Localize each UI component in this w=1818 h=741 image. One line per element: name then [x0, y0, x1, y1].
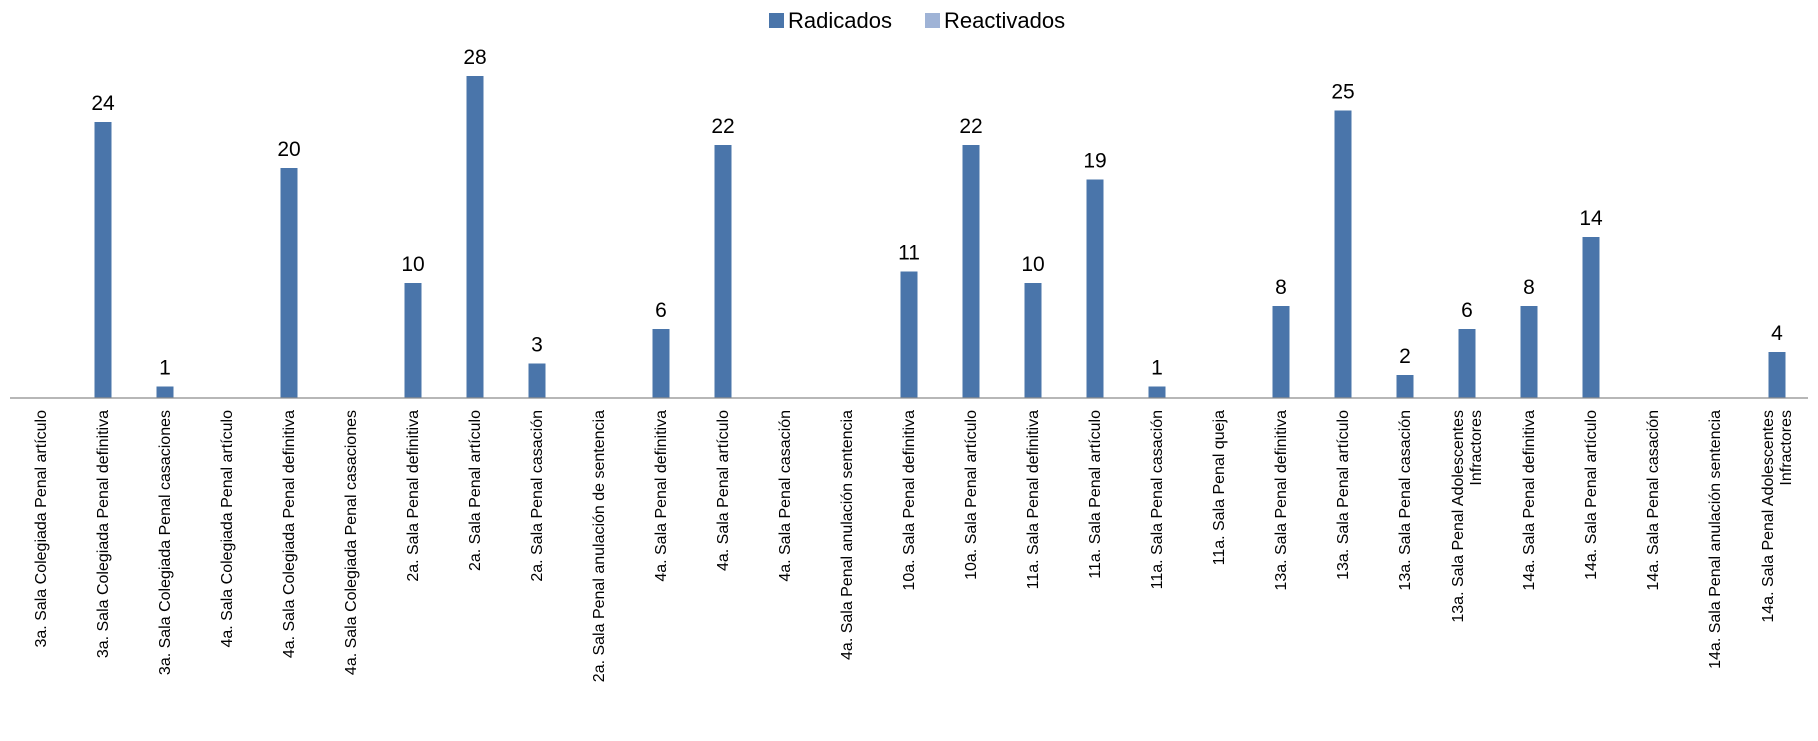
data-label-15: 22 — [959, 115, 982, 138]
x-tick-label-16: 11a. Sala Penal definitiva — [1025, 410, 1042, 589]
x-tick-label-11: 4a. Sala Penal artículo — [715, 410, 732, 571]
legend-swatch-1 — [925, 13, 940, 28]
bar-radicados-23 — [1458, 329, 1476, 398]
data-label-18: 1 — [1151, 357, 1163, 380]
bar-radicados-28 — [1768, 352, 1786, 398]
x-tick-label-5: 4a. Sala Colegiada Penal casaciones — [343, 410, 360, 675]
x-tick-labels: 3a. Sala Colegiada Penal artículo 3a. Sal… — [33, 410, 1795, 682]
bar-radicados-11 — [714, 145, 732, 398]
x-tick-label-17: 11a. Sala Penal artículo — [1087, 410, 1104, 579]
x-tick-label-12: 4a. Sala Penal casación — [777, 410, 794, 582]
data-label-4: 20 — [277, 138, 300, 161]
data-label-21: 25 — [1331, 81, 1354, 104]
data-label-22: 2 — [1399, 345, 1411, 368]
x-tick-label-10: 4a. Sala Penal definitiva — [653, 410, 670, 582]
bar-radicados-18 — [1148, 386, 1166, 398]
x-tick-label-25: 14a. Sala Penal artículo — [1583, 410, 1600, 580]
bar-radicados-20 — [1272, 306, 1290, 398]
x-tick-label-9: 2a. Sala Penal anulación de sentencia — [591, 410, 608, 682]
x-tick-label-19: 11a. Sala Penal queja — [1211, 410, 1228, 565]
data-label-10: 6 — [655, 299, 667, 322]
data-label-23: 6 — [1461, 299, 1473, 322]
bar-radicados-22 — [1396, 375, 1414, 398]
data-label-7: 28 — [463, 46, 486, 69]
bar-radicados-10 — [652, 329, 670, 398]
x-tick-label-22: 13a. Sala Penal casación — [1397, 410, 1414, 591]
bars — [94, 76, 1786, 398]
x-tick-label-24: 14a. Sala Penal definitiva — [1521, 410, 1538, 591]
data-label-14: 11 — [898, 242, 920, 265]
x-tick-label-2: 3a. Sala Colegiada Penal casaciones — [157, 410, 174, 675]
x-tick-label-28: 14a. Sala Penal AdolescentesInfractores — [1760, 410, 1795, 623]
x-tick-label-21: 13a. Sala Penal artículo — [1335, 410, 1352, 580]
bar-radicados-8 — [528, 363, 546, 398]
bar-radicados-14 — [900, 271, 918, 398]
data-label-28: 4 — [1771, 322, 1783, 345]
bar-radicados-15 — [962, 145, 980, 398]
legend: Radicados Reactivados — [769, 8, 1065, 33]
x-tick-label-1: 3a. Sala Colegiada Penal definitiva — [95, 410, 112, 658]
legend-swatch-0 — [769, 13, 784, 28]
data-labels: 24 1 20 10 28 3 6 22 11 22 10 19 1 8 25 2 6 8 14 4 — [91, 46, 1783, 380]
data-label-20: 8 — [1275, 276, 1287, 299]
legend-label-1: Reactivados — [944, 8, 1065, 33]
data-label-6: 10 — [401, 253, 424, 276]
bar-radicados-1 — [94, 122, 112, 398]
bar-radicados-7 — [466, 76, 484, 398]
x-tick-label-8: 2a. Sala Penal casación — [529, 410, 546, 582]
data-label-25: 14 — [1579, 207, 1603, 230]
data-label-2: 1 — [159, 357, 171, 380]
x-tick-label-0: 3a. Sala Colegiada Penal artículo — [33, 410, 50, 648]
data-label-16: 10 — [1021, 253, 1044, 276]
x-tick-label-23: 13a. Sala Penal AdolescentesInfractores — [1450, 410, 1485, 623]
bar-radicados-6 — [404, 283, 422, 398]
bar-radicados-4 — [280, 168, 298, 398]
x-tick-label-14: 10a. Sala Penal definitiva — [901, 410, 918, 591]
bar-radicados-2 — [156, 386, 174, 398]
x-tick-label-20: 13a. Sala Penal definitiva — [1273, 410, 1290, 591]
data-label-1: 24 — [91, 92, 115, 115]
bar-radicados-16 — [1024, 283, 1042, 398]
data-label-17: 19 — [1083, 150, 1106, 173]
data-label-8: 3 — [531, 334, 543, 357]
legend-label-0: Radicados — [788, 8, 892, 33]
x-tick-label-27: 14a. Sala Penal anulación sentencia — [1707, 410, 1724, 669]
x-tick-label-6: 2a. Sala Penal definitiva — [405, 410, 422, 582]
x-tick-label-4: 4a. Sala Colegiada Penal definitiva — [281, 410, 298, 658]
x-tick-label-13: 4a. Sala Penal anulación sentencia — [839, 410, 856, 660]
data-label-24: 8 — [1523, 276, 1535, 299]
bar-radicados-24 — [1520, 306, 1538, 398]
data-label-11: 22 — [711, 115, 734, 138]
bar-radicados-25 — [1582, 237, 1600, 398]
bar-radicados-17 — [1086, 179, 1104, 398]
x-tick-label-3: 4a. Sala Colegiada Penal artículo — [219, 410, 236, 648]
x-tick-label-7: 2a. Sala Penal artículo — [467, 410, 484, 571]
bar-radicados-21 — [1334, 110, 1352, 398]
x-tick-label-26: 14a. Sala Penal casación — [1645, 410, 1662, 591]
x-tick-label-15: 10a. Sala Penal artículo — [963, 410, 980, 580]
x-tick-label-18: 11a. Sala Penal casación — [1149, 410, 1166, 589]
